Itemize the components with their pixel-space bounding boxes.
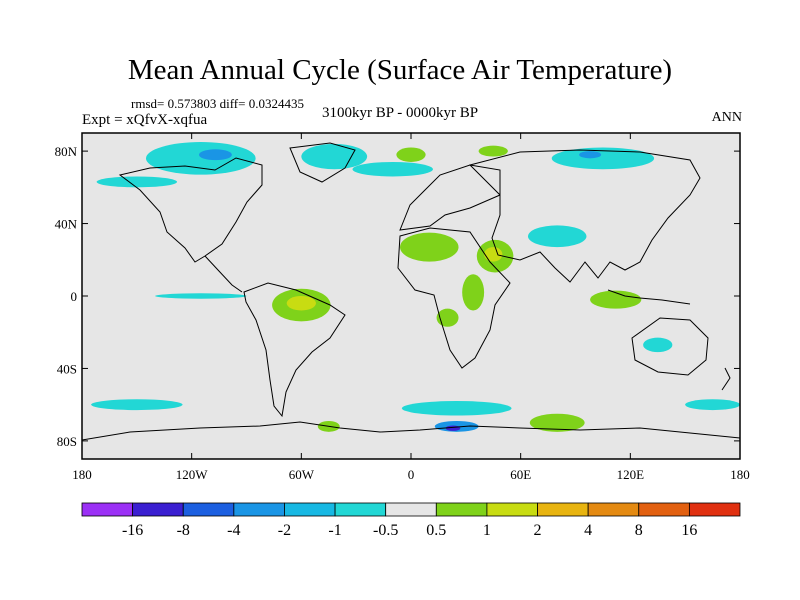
region-arctic-canada-core	[198, 149, 232, 161]
x-tick-label: 0	[408, 467, 415, 482]
colorbar-label: 4	[584, 522, 592, 539]
region-southern-africa	[436, 308, 459, 327]
colorbar-box	[132, 502, 184, 517]
region-indonesia	[590, 290, 642, 309]
region-east-pacific	[155, 293, 247, 299]
region-siberia-arctic	[551, 147, 655, 170]
chart-title: Mean Annual Cycle (Surface Air Temperatu…	[127, 54, 673, 86]
region-amazon-core	[286, 296, 316, 311]
x-tick-label: 120W	[176, 467, 209, 482]
y-tick-label: 0	[71, 289, 78, 304]
region-greenland	[301, 143, 368, 170]
colorbar-label: 1	[483, 522, 491, 539]
colorbar-label: 0.5	[426, 522, 446, 539]
y-tick-label: 40N	[55, 217, 78, 232]
colorbar-box	[334, 502, 387, 517]
colorbar: -16 -8 -4 -2 -1 -0.5 0.5 1 2 4 8 16	[81, 502, 741, 539]
season-label: ANN	[711, 110, 742, 125]
coast-asia	[469, 149, 701, 283]
coast-antarctica	[82, 421, 740, 441]
colorbar-box	[587, 502, 640, 517]
colorbar-box	[537, 502, 589, 517]
region-siberia-arctic-core	[579, 151, 602, 159]
colorbar-label: -2	[278, 522, 291, 539]
colorbar-box	[688, 502, 741, 517]
colorbar-box	[385, 502, 437, 517]
colorbar-box	[81, 502, 134, 517]
axis-ticks: 180 120W 60W 0 60E 120E 180 80N 40N 0 40S 80S	[55, 133, 750, 482]
y-tick-label: 80N	[55, 144, 78, 159]
y-tick-label: 80S	[57, 434, 77, 449]
colorbar-label: -1	[328, 522, 341, 539]
period-label: 3100kyr BP - 0000kyr BP	[322, 105, 479, 121]
colorbar-label: 16	[681, 522, 697, 539]
region-arctic-warm	[396, 147, 426, 162]
region-australia	[643, 337, 673, 353]
region-central-asia	[527, 225, 587, 248]
colorbar-box	[638, 502, 690, 517]
coast-europe	[399, 164, 501, 231]
coast-australia	[631, 317, 709, 376]
colorbar-label: -0.5	[373, 522, 398, 539]
region-southern-ocean-atlantic	[401, 401, 512, 416]
coast-greenland	[289, 142, 356, 183]
colorbar-box	[435, 502, 488, 517]
region-southern-ocean-east	[685, 399, 740, 411]
colorbar-box	[182, 502, 235, 517]
colorbar-box	[233, 502, 285, 517]
x-tick-label: 60E	[510, 467, 531, 482]
colorbar-label: 8	[635, 522, 643, 539]
colorbar-box	[284, 502, 336, 517]
region-north-atlantic	[352, 161, 433, 177]
x-tick-label: 180	[730, 467, 750, 482]
region-antarctic-warm	[529, 413, 585, 432]
colorbar-label: -16	[122, 522, 143, 539]
coast-central-america	[204, 255, 243, 293]
region-southern-ocean-west	[91, 399, 183, 411]
region-arctic-warm-2	[478, 145, 508, 157]
coast-africa	[397, 227, 511, 369]
colorbar-label: -4	[227, 522, 240, 539]
colorbar-label: 2	[534, 522, 542, 539]
x-tick-label: 60W	[289, 467, 315, 482]
region-north-africa	[400, 232, 459, 262]
stats-text: rmsd= 0.573803 diff= 0.0324435	[131, 96, 304, 111]
coast-new-zealand	[721, 367, 731, 391]
coast-south-america	[243, 282, 346, 418]
coastlines	[82, 142, 740, 441]
region-arabia-core	[484, 247, 503, 262]
region-north-pacific	[96, 176, 178, 188]
x-tick-label: 120E	[617, 467, 645, 482]
experiment-label: Expt = xQfvX-xqfua	[82, 112, 208, 128]
y-tick-label: 40S	[57, 361, 77, 376]
colorbar-box	[486, 502, 538, 517]
x-tick-label: 180	[72, 467, 92, 482]
region-east-africa	[462, 274, 485, 311]
coast-indonesia	[607, 289, 691, 305]
colorbar-label: -8	[177, 522, 190, 539]
coast-north-america	[118, 157, 263, 263]
